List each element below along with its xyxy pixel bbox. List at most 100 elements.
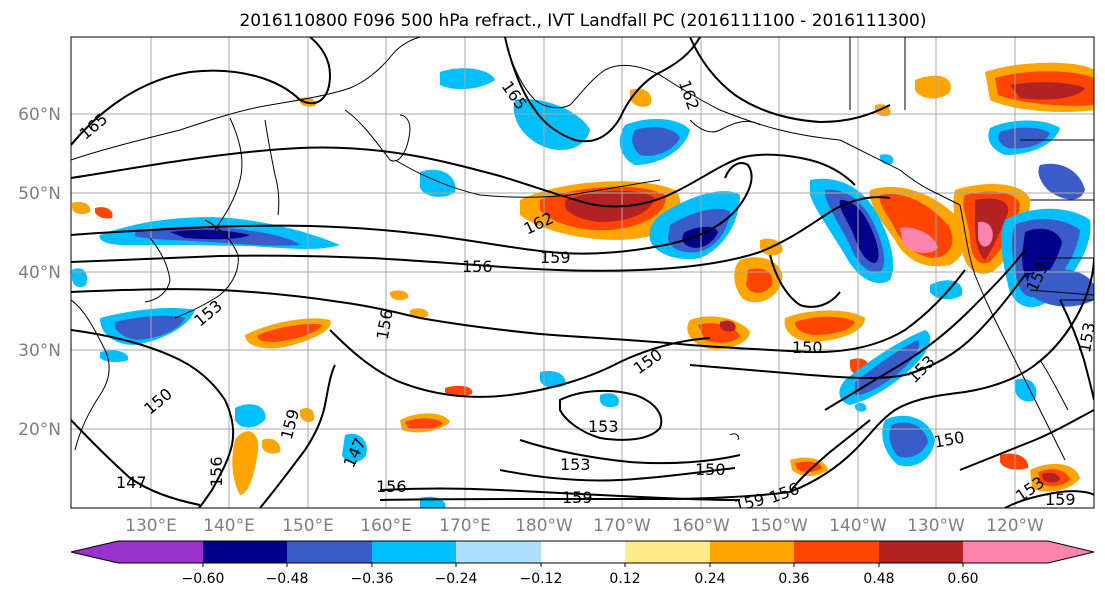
anomaly-patch-neg	[114, 315, 185, 340]
contour-label: 156	[207, 456, 226, 487]
colorbar-outline	[70, 540, 1095, 564]
anomaly-patch-neg	[262, 438, 281, 454]
lon-label: 160°E	[360, 516, 412, 536]
contour-150	[71, 329, 235, 508]
lon-label: 150°W	[750, 516, 808, 536]
coastline-ca-border	[1029, 257, 1094, 301]
coastlines	[71, 37, 1094, 461]
anomaly-patch-pos	[95, 207, 113, 219]
lon-axis: 130°E 140°E 150°E 160°E 170°E 180°W 170°…	[125, 516, 1044, 536]
lon-label: 120°W	[986, 516, 1044, 536]
contour-156-b	[769, 254, 841, 308]
colorbar-extend-left	[71, 541, 118, 563]
anomaly-patch-pos	[445, 385, 473, 397]
anomaly-patch-pos	[1042, 472, 1060, 483]
colorbar-extend-right	[1048, 541, 1094, 563]
lon-label: 140°W	[829, 516, 887, 536]
colorbar-segment	[541, 541, 625, 563]
lat-label: 40°N	[18, 263, 61, 283]
anomaly-patch-pos	[72, 202, 91, 215]
anomaly-patch-neg	[889, 422, 928, 458]
anomaly-patch-neg	[632, 127, 680, 156]
lat-label: 50°N	[18, 184, 61, 204]
contour-label: 150	[695, 460, 726, 479]
colorbar-segment	[879, 541, 963, 563]
anomaly-patch-neg	[170, 229, 250, 240]
colorbar-tick-label: −0.36	[351, 571, 394, 587]
lon-label: 170°W	[593, 516, 651, 536]
anomaly-patch-neg	[420, 169, 456, 197]
colorbar-tick-label: 0.60	[947, 571, 978, 587]
contour-147-c	[519, 439, 741, 465]
contour-label: 153	[560, 455, 591, 474]
colorbar: −0.60 −0.48 −0.36 −0.24 −0.12 0.12 0.24 …	[70, 540, 1095, 587]
colorbar-segment	[794, 541, 879, 563]
coastline-japan	[174, 219, 239, 319]
coastline-sakhalin	[264, 119, 280, 216]
contour-159-d	[1004, 490, 1094, 508]
anomaly-patch-neg	[72, 268, 88, 288]
contour-153-d	[959, 409, 1094, 471]
colorbar-tick-label: −0.48	[266, 571, 309, 587]
coastline-kamchatka	[344, 109, 411, 162]
contour-150-b	[329, 329, 711, 398]
anomaly-patch-neg	[1015, 378, 1037, 402]
colorbar-tick-label: 0.24	[694, 571, 725, 587]
anomaly-patch-neg	[1027, 269, 1094, 307]
anomaly-patch-pos	[900, 227, 938, 253]
lon-label: 170°E	[439, 516, 491, 536]
contour-147	[71, 419, 201, 506]
contour-165-b	[504, 37, 701, 143]
contour-label: 159	[1045, 490, 1076, 509]
contour-153-b	[559, 389, 663, 441]
lat-axis: 60°N 50°N 40°N 30°N 20°N	[18, 105, 61, 440]
anomaly-patch-pos	[257, 324, 322, 342]
lon-label: 160°W	[672, 516, 730, 536]
contour-label: 147	[116, 473, 147, 492]
coastline-aleutians	[394, 159, 661, 198]
contour-150-c	[689, 274, 1026, 380]
coastline-asia	[71, 37, 421, 161]
map-area: 165 165 162 162 159 156 156 153 150 150 …	[71, 37, 1094, 509]
lon-label: 180°W	[515, 516, 573, 536]
anomaly-patch-neg	[1038, 163, 1085, 200]
contour-159	[71, 162, 753, 255]
contour-label: 156	[462, 257, 493, 276]
coastline-bc	[839, 139, 961, 206]
lon-label: 150°E	[282, 516, 334, 536]
contour-162	[71, 146, 856, 208]
colorbar-segment	[203, 541, 287, 563]
contour-153-c	[824, 249, 1026, 411]
lat-label: 60°N	[18, 105, 61, 125]
lat-label: 20°N	[18, 420, 61, 440]
colorbar-segment	[710, 541, 794, 563]
contour-label: 156	[376, 477, 407, 496]
anomaly-patch-pos	[746, 268, 773, 293]
colorbar-tick-label: 0.12	[609, 571, 640, 587]
anomaly-patch-neg	[540, 370, 566, 388]
coastline-okhotsk	[214, 117, 243, 231]
anomaly-patch-pos	[405, 418, 443, 430]
contour-147-b	[259, 364, 336, 508]
lon-label: 130°E	[125, 516, 177, 536]
anomaly-patch-pos	[1000, 453, 1029, 470]
anomaly-patch-pos	[720, 320, 736, 332]
contour-156	[71, 196, 891, 272]
coastline-korea	[144, 237, 171, 303]
map-title: 2016110800 F096 500 hPa refract., IVT La…	[239, 11, 926, 31]
contour-153	[71, 269, 966, 354]
coastline-alaska	[504, 37, 841, 141]
contour-159-b	[379, 491, 791, 501]
colorbar-tick-label: 0.48	[863, 571, 894, 587]
colorbar-segment	[372, 541, 456, 563]
contour-label: 153	[588, 417, 619, 436]
anomaly-patch-neg	[440, 68, 495, 90]
map-frame	[70, 36, 1095, 509]
contour-153-e	[1059, 299, 1094, 401]
coastline-canada	[849, 37, 1094, 201]
anomaly-patch-pos	[978, 221, 993, 247]
colorbar-tick-label: 0.36	[778, 571, 809, 587]
contour-label: 159	[540, 248, 571, 267]
anomaly-patch-pos	[795, 316, 855, 335]
